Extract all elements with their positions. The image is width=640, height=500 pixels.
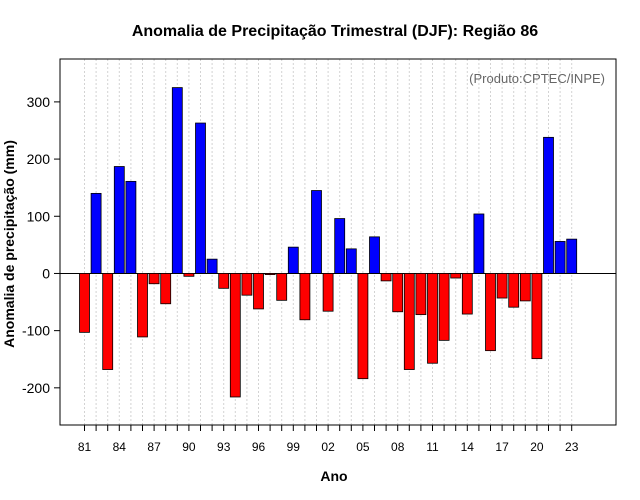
bars-layer xyxy=(79,87,578,398)
x-tick-label: 84 xyxy=(113,440,127,454)
bar-1996 xyxy=(253,273,264,310)
bar-2004 xyxy=(345,248,357,274)
plot-frame xyxy=(59,58,617,426)
bar-1992 xyxy=(206,258,218,274)
grid-layer xyxy=(84,59,573,425)
bar-2005 xyxy=(357,273,369,380)
x-tick-label: 23 xyxy=(565,440,579,454)
bar-1981 xyxy=(79,273,90,333)
bar-1989 xyxy=(171,87,183,274)
chart-title: Anomalia de Precipitação Trimestral (DJF… xyxy=(132,23,538,40)
bar-1998 xyxy=(276,273,288,301)
x-tick-label: 93 xyxy=(217,440,231,454)
x-tick-label: 81 xyxy=(78,440,92,454)
x-tick-label: 99 xyxy=(287,440,301,454)
bar-2019 xyxy=(519,273,531,302)
bar-1994 xyxy=(229,273,241,398)
y-tick-label: 100 xyxy=(27,208,51,224)
bar-1984 xyxy=(113,166,125,274)
bar-2017 xyxy=(496,273,508,299)
bar-2014 xyxy=(461,273,473,315)
bar-2013 xyxy=(450,273,462,279)
bar-1995 xyxy=(241,273,253,296)
y-axis-label: Anomalia de precipitação (mm) xyxy=(1,140,17,348)
bar-2008 xyxy=(392,273,404,313)
bar-2000 xyxy=(299,273,311,321)
x-tick-label: 14 xyxy=(461,440,475,454)
bar-2015 xyxy=(473,213,485,274)
bar-1999 xyxy=(287,246,299,274)
x-tick-label: 96 xyxy=(252,440,266,454)
bar-2020 xyxy=(531,273,543,360)
bar-2006 xyxy=(369,236,380,274)
x-tick-label: 05 xyxy=(356,440,370,454)
x-axis-label: Ano xyxy=(320,468,347,484)
x-tick-label: 02 xyxy=(321,440,335,454)
y-tick-label: 300 xyxy=(27,94,51,110)
bar-2016 xyxy=(485,273,496,352)
bar-1993 xyxy=(218,273,230,289)
bar-1988 xyxy=(160,273,172,305)
y-axis: -200 -100 0 100 200 300 xyxy=(22,94,60,396)
x-tick-label: 17 xyxy=(495,440,509,454)
bar-2001 xyxy=(311,190,322,274)
bar-2009 xyxy=(403,273,415,370)
bar-2003 xyxy=(334,218,346,274)
y-tick-label: 200 xyxy=(27,151,51,167)
x-tick-label: 20 xyxy=(530,440,544,454)
credit-label: (Produto:CPTEC/INPE) xyxy=(469,71,605,86)
bar-2022 xyxy=(554,241,566,274)
bar-2002 xyxy=(322,273,334,312)
bar-1982 xyxy=(90,192,102,274)
bar-1991 xyxy=(195,122,206,274)
bar-1983 xyxy=(102,273,114,370)
x-tick-label: 90 xyxy=(182,440,196,454)
y-tick-label: 0 xyxy=(42,265,50,281)
bar-1990 xyxy=(183,273,195,277)
bar-2007 xyxy=(380,273,392,282)
bar-2011 xyxy=(427,273,438,364)
bar-1986 xyxy=(137,273,148,338)
bar-1985 xyxy=(125,180,137,274)
x-axis: 81 84 87 90 93 96 99 02 05 08 11 14 17 20 23 xyxy=(78,425,579,454)
y-tick-label: -100 xyxy=(22,323,50,339)
bar-2012 xyxy=(438,273,450,341)
bar-1997 xyxy=(264,273,276,275)
bar-2010 xyxy=(415,273,427,316)
y-tick-label: -200 xyxy=(22,380,50,396)
bar-2021 xyxy=(543,136,554,274)
bar-2023 xyxy=(566,238,578,274)
x-tick-label: 11 xyxy=(426,440,439,454)
x-tick-label: 87 xyxy=(147,440,161,454)
x-tick-label: 08 xyxy=(391,440,405,454)
bar-1987 xyxy=(148,273,160,285)
bar-2018 xyxy=(508,273,520,308)
